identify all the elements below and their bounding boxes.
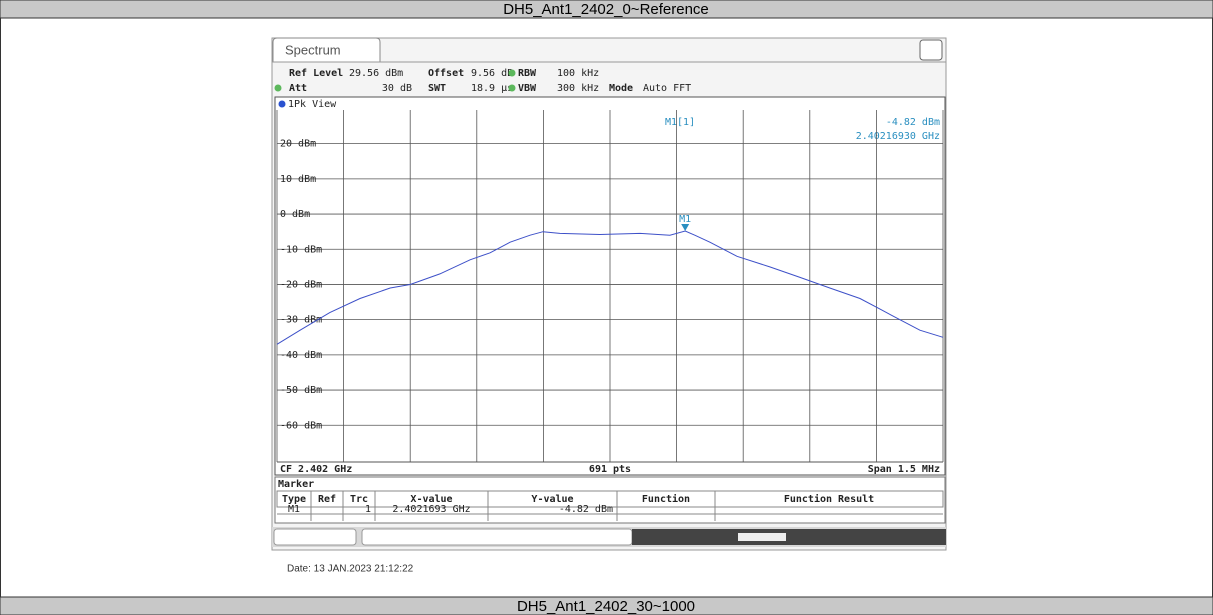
footer-bar bbox=[0, 596, 1213, 615]
date: Date: 13 JAN.2023 21:12:22 bbox=[287, 564, 414, 575]
column-header: Trc bbox=[350, 494, 368, 505]
y-tick-label: 10 dBm bbox=[280, 174, 316, 185]
setting-label: Mode bbox=[609, 83, 633, 94]
y-tick-label: -60 dBm bbox=[280, 420, 322, 431]
column-header: Type bbox=[282, 494, 306, 505]
trace-indicator bbox=[278, 100, 286, 108]
y-tick-label: -20 dBm bbox=[280, 279, 322, 290]
setting-label: RBW bbox=[518, 68, 537, 79]
setting-label: Att bbox=[289, 83, 307, 94]
status-field bbox=[361, 528, 633, 546]
setting-value: 100 kHz bbox=[557, 68, 599, 79]
table-cell: M1 bbox=[288, 504, 300, 515]
y-tick-label: -30 dBm bbox=[280, 315, 322, 326]
marker-frequency: 2.40216930 GHz bbox=[856, 131, 940, 142]
y-tick-label: 20 dBm bbox=[280, 139, 316, 150]
marker bbox=[681, 224, 690, 232]
indicator bbox=[508, 84, 516, 92]
indicator bbox=[508, 69, 516, 77]
setting-value: 30 dB bbox=[382, 83, 412, 94]
table-cell: -4.82 dBm bbox=[559, 504, 613, 515]
column-header: Ref bbox=[318, 494, 336, 505]
span: Span 1.5 MHz bbox=[868, 464, 940, 475]
trace bbox=[276, 230, 944, 345]
header-title: DH5_Ant1_2402_0~Reference bbox=[503, 1, 709, 18]
setting-label: Offset bbox=[428, 68, 464, 79]
tab-label: Spectrum bbox=[285, 42, 341, 57]
table-header bbox=[276, 490, 944, 508]
setting-label: Ref Level bbox=[289, 68, 343, 79]
progress bbox=[738, 533, 786, 541]
setting-value: 300 kHz bbox=[557, 83, 599, 94]
status-field bbox=[273, 528, 357, 546]
column-header: Function Result bbox=[784, 493, 874, 505]
indicator bbox=[274, 84, 282, 92]
marker-table-grid: Type Ref Trc X-value Y-value Function Function… bbox=[276, 490, 944, 521]
marker-level: -4.82 dBm bbox=[886, 117, 940, 128]
setting-value: 9.56 dB bbox=[471, 68, 513, 79]
setting-label: SWT bbox=[428, 83, 446, 94]
table-cell: 1 bbox=[365, 504, 371, 515]
marker-name: M1[1] bbox=[665, 117, 695, 128]
tab bbox=[272, 37, 381, 62]
column-header: Function bbox=[642, 493, 690, 505]
center-frequency: CF 2.402 GHz bbox=[280, 464, 352, 475]
table-cell: 2.4021693 GHz bbox=[392, 504, 470, 515]
menu-icon[interactable] bbox=[919, 39, 943, 61]
y-tick-label: -10 dBm bbox=[280, 244, 322, 255]
setting-label: VBW bbox=[518, 83, 537, 94]
marker-table-title: Marker bbox=[278, 479, 314, 490]
column-header: X-value bbox=[410, 494, 452, 505]
setting-value: 29.56 dBm bbox=[349, 68, 403, 79]
column-header: Y-value bbox=[531, 494, 573, 505]
setting-value: Auto FFT bbox=[643, 83, 691, 94]
y-tick-label: 0 dBm bbox=[280, 209, 310, 220]
marker-label: M1 bbox=[679, 214, 691, 225]
y-tick-label: -50 dBm bbox=[280, 385, 322, 396]
points: 691 pts bbox=[589, 464, 631, 475]
status-field bbox=[632, 529, 946, 545]
footer-title: DH5_Ant1_2402_30~1000 bbox=[517, 598, 695, 615]
view-label: 1Pk View bbox=[288, 99, 337, 110]
setting-value: 18.9 µs bbox=[471, 83, 513, 94]
y-tick-label: -40 dBm bbox=[280, 350, 322, 361]
